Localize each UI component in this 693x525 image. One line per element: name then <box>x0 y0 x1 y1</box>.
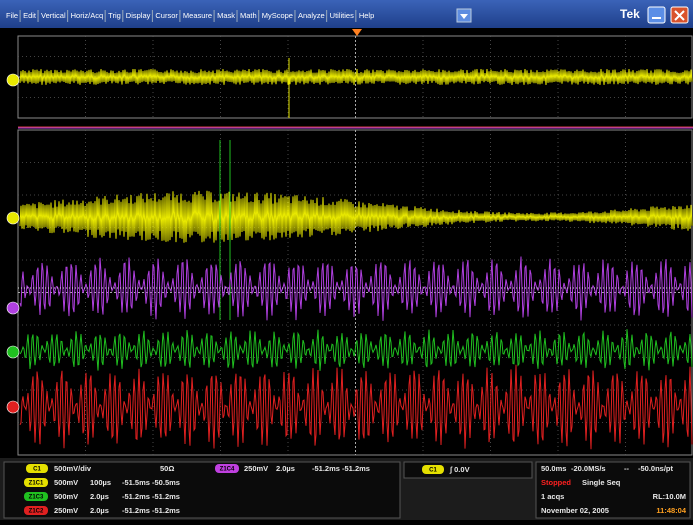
menu-item[interactable]: Vertical <box>41 11 66 20</box>
zoom-range: -51.2ms -51.2ms <box>312 464 370 473</box>
menu-item[interactable]: Horiz/Acq <box>71 11 104 20</box>
zoom-badge: Z1C4 <box>220 467 235 473</box>
zoom-time: 2.0µs <box>276 464 295 473</box>
menu-item[interactable]: Display <box>126 11 151 20</box>
menu-item[interactable]: Mask <box>217 11 235 20</box>
zoom-badge: Z1C2 <box>29 509 44 515</box>
zoom-range: -51.5ms -50.5ms <box>122 478 180 487</box>
acquisition-readout <box>535 461 691 519</box>
zoom-range: -51.2ms -51.2ms <box>122 492 180 501</box>
green-trace <box>19 329 693 371</box>
channel-scale: 500mV/div <box>54 464 92 473</box>
zoom-scale: 500mV <box>54 492 78 501</box>
channel-marker[interactable] <box>6 73 20 87</box>
zoom-scale: 500mV <box>54 478 78 487</box>
date: November 02, 2005 <box>541 506 609 515</box>
minimize-icon <box>652 17 661 19</box>
purple-trace <box>19 256 693 321</box>
close-icon <box>674 10 685 21</box>
menu-item[interactable]: Trig <box>108 11 121 20</box>
zoom-time: 2.0µs <box>90 506 109 515</box>
red-trace <box>19 364 693 450</box>
zoom-scale: 250mV <box>244 464 268 473</box>
channel-marker[interactable] <box>6 400 20 414</box>
zoom-badge: Z1C1 <box>29 481 44 487</box>
menu-item[interactable]: Analyze <box>298 11 325 20</box>
zoom-scale: 250mV <box>54 506 78 515</box>
vertical-readout <box>3 461 401 519</box>
zoom-range: -51.2ms -51.2ms <box>122 506 180 515</box>
channel-impedance: 50Ω <box>160 464 174 473</box>
channel-marker[interactable] <box>6 211 20 225</box>
badge <box>24 506 48 515</box>
minimize-button[interactable] <box>647 6 666 24</box>
readouts: C1 500mV/div 50Ω Z1C4 250mV 2.0µs -51.2m… <box>24 464 687 515</box>
resolution: -50.0ns/pt <box>638 464 674 473</box>
run-state: Stopped <box>541 478 571 487</box>
menu-item[interactable]: Edit <box>23 11 37 20</box>
brand: Tek <box>620 7 640 21</box>
acq-mode: Single Seq <box>582 478 621 487</box>
badge <box>26 464 48 473</box>
trigger-marker <box>352 29 362 36</box>
menu-item[interactable]: Utilities <box>330 11 354 20</box>
separator: -- <box>624 464 629 473</box>
record-length: RL:10.0M <box>653 492 686 501</box>
menu-item[interactable]: File <box>6 11 18 20</box>
menu-item[interactable]: Cursor <box>155 11 178 20</box>
trigger-level: ∫ 0.0V <box>449 465 470 474</box>
sample-rate: -20.0MS/s <box>571 464 606 473</box>
top-trace <box>19 68 693 86</box>
zoom-time: 2.0µs <box>90 492 109 501</box>
menu-bar <box>0 0 693 28</box>
zoom-time: 100µs <box>90 478 111 487</box>
channel-badge: C1 <box>33 467 41 473</box>
trigger-badge: C1 <box>429 468 437 474</box>
menu-item[interactable]: Measure <box>183 11 212 20</box>
zoom-badge: Z1C3 <box>29 495 44 501</box>
channel-marker[interactable] <box>6 301 20 315</box>
badge <box>215 464 239 473</box>
menu-item[interactable]: Math <box>240 11 257 20</box>
acq-count: 1 acqs <box>541 492 564 501</box>
badge <box>24 478 48 487</box>
badge <box>422 465 444 474</box>
channel-marker[interactable] <box>6 345 20 359</box>
waveform-area <box>6 29 693 456</box>
badge <box>24 492 48 501</box>
timebase: 50.0ms <box>541 464 566 473</box>
clock: 11:48:04 <box>656 506 686 515</box>
main-trace <box>19 190 693 243</box>
menu-item[interactable]: MyScope <box>262 11 293 20</box>
dropdown-arrow <box>460 14 468 19</box>
menu: File Edit Vertical Horiz/Acq Trig Display Curs… <box>6 10 374 22</box>
menu-item[interactable]: Help <box>359 11 374 20</box>
